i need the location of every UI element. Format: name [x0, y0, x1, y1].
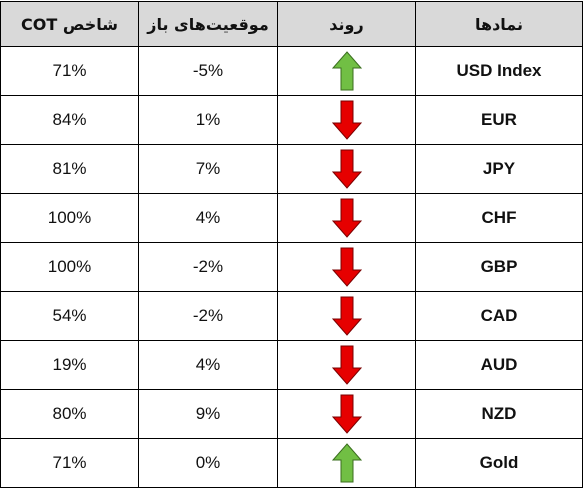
trend-cell: [277, 46, 416, 96]
cot-index-cell: 80%: [0, 389, 139, 439]
cot-index-cell: 100%: [0, 193, 139, 243]
symbol-cell: JPY: [415, 144, 583, 194]
red-down-arrow-icon: [331, 198, 362, 238]
open-positions-cell: 4%: [138, 193, 278, 243]
open-positions-cell: 0%: [138, 438, 278, 488]
table-row: 71% -5% USD Index: [0, 46, 583, 96]
header-open-positions: موقعیت‌های باز: [138, 1, 278, 47]
open-positions-cell: 7%: [138, 144, 278, 194]
table-row: 19% 4% AUD: [0, 340, 583, 390]
trend-cell: [277, 340, 416, 390]
symbol-cell: AUD: [415, 340, 583, 390]
red-down-arrow-icon: [331, 345, 362, 385]
trend-cell: [277, 95, 416, 145]
cot-index-cell: 71%: [0, 438, 139, 488]
symbol-cell: NZD: [415, 389, 583, 439]
symbol-cell: CAD: [415, 291, 583, 341]
red-down-arrow-icon: [331, 247, 362, 287]
trend-cell: [277, 242, 416, 292]
symbol-cell: USD Index: [415, 46, 583, 96]
header-cot-index: شاخص COT: [0, 1, 139, 47]
trend-cell: [277, 144, 416, 194]
trend-cell: [277, 389, 416, 439]
table-row: 84% 1% EUR: [0, 95, 583, 145]
cot-index-cell: 81%: [0, 144, 139, 194]
open-positions-cell: 4%: [138, 340, 278, 390]
table-row: 80% 9% NZD: [0, 389, 583, 439]
open-positions-cell: -5%: [138, 46, 278, 96]
open-positions-cell: 1%: [138, 95, 278, 145]
trend-cell: [277, 291, 416, 341]
open-positions-cell: -2%: [138, 291, 278, 341]
symbol-cell: CHF: [415, 193, 583, 243]
red-down-arrow-icon: [331, 149, 362, 189]
table-row: 100% 4% CHF: [0, 193, 583, 243]
green-up-arrow-icon: [331, 443, 362, 483]
symbol-cell: Gold: [415, 438, 583, 488]
red-down-arrow-icon: [331, 100, 362, 140]
green-up-arrow-icon: [331, 51, 362, 91]
table-header: شاخص COT موقعیت‌های باز روند نمادها: [0, 1, 583, 47]
red-down-arrow-icon: [331, 394, 362, 434]
table-row: 81% 7% JPY: [0, 144, 583, 194]
open-positions-cell: 9%: [138, 389, 278, 439]
symbol-cell: GBP: [415, 242, 583, 292]
header-row: شاخص COT موقعیت‌های باز روند نمادها: [0, 1, 583, 47]
cot-index-cell: 71%: [0, 46, 139, 96]
cot-index-cell: 54%: [0, 291, 139, 341]
table-row: 100% -2% GBP: [0, 242, 583, 292]
header-symbols: نمادها: [415, 1, 583, 47]
cot-index-cell: 19%: [0, 340, 139, 390]
red-down-arrow-icon: [331, 296, 362, 336]
trend-cell: [277, 193, 416, 243]
cot-index-cell: 100%: [0, 242, 139, 292]
cot-index-cell: 84%: [0, 95, 139, 145]
table-row: 71% 0% Gold: [0, 438, 583, 488]
open-positions-cell: -2%: [138, 242, 278, 292]
table-body: 71% -5% USD Index 84% 1% EUR 81% 7% JPY 100% 4% CHF…: [0, 46, 583, 488]
header-trend: روند: [277, 1, 416, 47]
symbol-cell: EUR: [415, 95, 583, 145]
table-row: 54% -2% CAD: [0, 291, 583, 341]
trend-cell: [277, 438, 416, 488]
